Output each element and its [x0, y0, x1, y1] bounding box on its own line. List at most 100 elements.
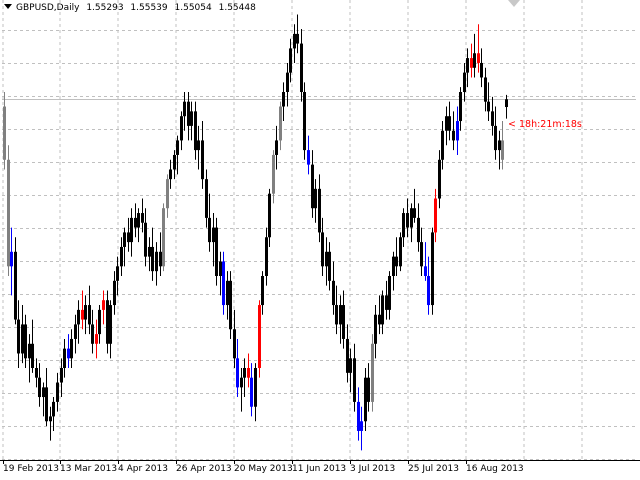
candle-body: [77, 309, 80, 325]
candle-body: [10, 251, 13, 267]
candle-body: [494, 125, 497, 151]
candle-body: [7, 159, 10, 267]
candle: [268, 188, 271, 247]
candle: [236, 338, 239, 398]
candle-timer: < 18h:21m:18s: [508, 119, 582, 130]
candle: [190, 101, 193, 141]
candle-body: [183, 101, 186, 117]
candle: [7, 145, 10, 276]
candle: [67, 334, 70, 368]
candle: [141, 198, 144, 233]
time-axis-label: 16 Aug 2013: [466, 464, 524, 474]
candle: [162, 203, 165, 272]
candle: [38, 363, 41, 407]
candle: [52, 397, 55, 431]
candle-body: [501, 140, 504, 160]
candle-body: [318, 188, 321, 233]
candle-body: [470, 58, 473, 68]
candle-body: [215, 227, 218, 276]
candle-body: [187, 101, 190, 126]
candle-body: [410, 208, 413, 228]
time-axis-label: 3 Jul 2013: [350, 464, 396, 474]
candle: [289, 38, 292, 83]
candle: [123, 227, 126, 267]
candle-body: [247, 368, 250, 378]
candle-body: [364, 377, 367, 422]
candle: [480, 48, 483, 88]
candle: [88, 285, 91, 335]
candle: [77, 300, 80, 344]
candle-body: [120, 246, 123, 267]
candle: [385, 280, 388, 320]
candle: [374, 305, 377, 359]
candle: [109, 300, 112, 359]
candle-body: [35, 368, 38, 378]
candle: [473, 33, 476, 78]
candle-body: [392, 256, 395, 276]
candle: [14, 237, 17, 325]
candle-body: [74, 324, 77, 339]
candle: [144, 208, 147, 267]
chart-shift-marker-icon[interactable]: [508, 0, 520, 7]
time-axis-label: 4 Apr 2013: [118, 464, 168, 474]
candle-body: [293, 33, 296, 49]
candle-body: [240, 377, 243, 388]
candle-body: [332, 280, 335, 306]
candle: [346, 324, 349, 383]
candle: [332, 261, 335, 315]
candle: [413, 188, 416, 223]
candle-body: [321, 232, 324, 267]
candle-body: [148, 246, 151, 257]
candle-body: [222, 261, 225, 306]
candle: [159, 232, 162, 276]
candle: [35, 358, 38, 388]
candle: [286, 62, 289, 107]
candle: [208, 193, 211, 252]
candle-body: [21, 324, 24, 354]
candle-body: [378, 314, 381, 325]
candle-body: [286, 72, 289, 92]
candle: [3, 92, 6, 170]
candle: [17, 300, 20, 368]
candle: [466, 48, 469, 88]
candle-body: [84, 305, 87, 320]
ohlc-high: 1.55539: [130, 3, 168, 13]
candle: [134, 203, 137, 238]
candle-body: [413, 208, 416, 218]
time-axis-label: 13 Mar 2013: [60, 464, 118, 474]
candle: [95, 319, 98, 359]
candle-body: [448, 116, 451, 131]
candle: [321, 217, 324, 276]
candle: [360, 406, 363, 451]
candle-body: [144, 222, 147, 257]
candle: [250, 363, 253, 417]
candle: [434, 188, 437, 243]
candle: [42, 382, 45, 417]
candle-body: [42, 387, 45, 398]
candle: [459, 87, 462, 131]
candle: [307, 135, 310, 175]
candle: [378, 295, 381, 335]
candle-body: [60, 368, 63, 383]
candle: [116, 256, 119, 296]
candle-body: [208, 217, 211, 243]
candle-body: [477, 53, 480, 63]
candle-body: [102, 300, 105, 310]
candle: [367, 363, 370, 412]
candle-body: [473, 53, 476, 68]
candle: [173, 150, 176, 180]
candle-body: [243, 368, 246, 378]
candle-body: [250, 377, 253, 407]
candle-body: [374, 314, 377, 344]
candle-body: [498, 140, 501, 151]
candle: [353, 343, 356, 412]
symbol-period: GBPUSD,Daily: [16, 3, 80, 13]
candle: [222, 251, 225, 315]
candle-body: [402, 213, 405, 238]
chart-menu-arrow-icon[interactable]: [4, 4, 12, 9]
time-axis-label: 20 May 2013: [234, 464, 293, 474]
candle-body: [272, 154, 275, 194]
candle: [265, 227, 268, 286]
